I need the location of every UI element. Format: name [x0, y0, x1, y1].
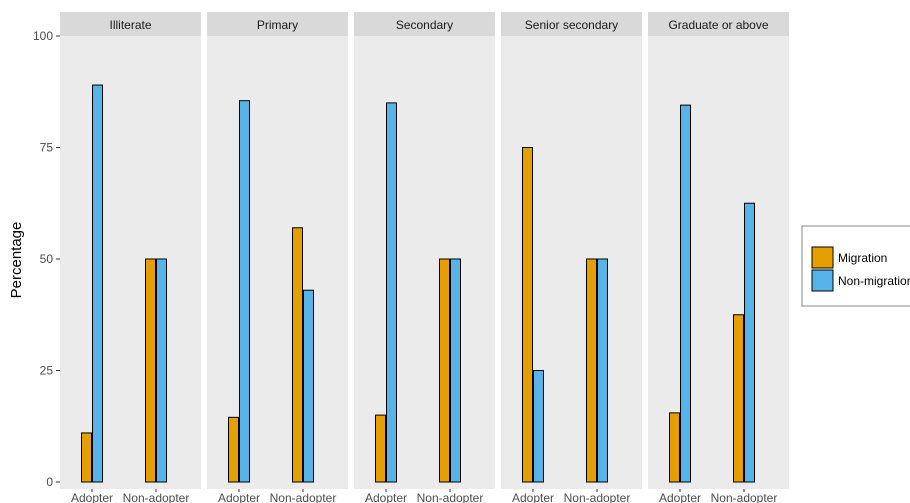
x-tick-label: Non-adopter	[270, 491, 337, 503]
facet-panel: Illiterate Adopter Non-adopter	[60, 12, 201, 503]
legend-label: Non-migration	[838, 274, 910, 288]
facet-strip	[501, 12, 642, 36]
facet-panel: Secondary Adopter Non-adopter	[354, 12, 495, 503]
panel-background	[207, 36, 348, 489]
facet-strip-label: Graduate or above	[668, 18, 768, 32]
y-tick-label: 75	[40, 141, 54, 155]
bar	[450, 258, 461, 483]
bar	[375, 414, 386, 483]
bar	[586, 258, 597, 483]
x-tick-label: Adopter	[71, 491, 113, 503]
facet-strip	[648, 12, 789, 36]
bar	[439, 258, 450, 483]
legend-key	[811, 246, 834, 269]
bar	[522, 147, 533, 483]
facet-strip-label: Primary	[257, 18, 298, 32]
panel-background	[60, 36, 201, 489]
bar	[597, 258, 608, 483]
bar	[81, 432, 92, 483]
x-tick-label: Non-adopter	[711, 491, 778, 503]
facet-strip	[207, 12, 348, 36]
bar	[680, 104, 691, 483]
x-tick-label: Non-adopter	[417, 491, 484, 503]
y-axis: 0 25 50 75 100	[33, 29, 60, 489]
bar	[386, 102, 397, 483]
x-tick-label: Adopter	[365, 491, 407, 503]
bar	[292, 227, 303, 483]
legend-key	[811, 269, 834, 292]
facet-panels: Illiterate Adopter Non-adopter Primary Adopt…	[60, 12, 789, 503]
x-tick-label: Adopter	[512, 491, 554, 503]
bar	[669, 412, 680, 483]
x-tick-label: Adopter	[659, 491, 701, 503]
bar	[228, 416, 239, 483]
x-tick-label: Non-adopter	[123, 491, 190, 503]
facet-panel: Primary Adopter Non-adopter	[207, 12, 348, 503]
x-tick-label: Adopter	[218, 491, 260, 503]
facet-panel: Graduate or above Adopter Non-adopter	[648, 12, 789, 503]
bar	[733, 314, 744, 483]
facet-panel: Senior secondary Adopter Non-adopter	[501, 12, 642, 503]
bar	[239, 100, 250, 483]
y-tick-label: 50	[40, 252, 54, 266]
bar	[533, 370, 544, 483]
y-tick-label: 0	[46, 475, 53, 489]
facet-strip-label: Secondary	[396, 18, 453, 32]
bar	[92, 84, 103, 483]
facet-strip	[354, 12, 495, 36]
legend-label: Migration	[838, 251, 887, 265]
bar	[744, 202, 755, 483]
facet-strip-label: Senior secondary	[525, 18, 618, 32]
bar	[303, 289, 314, 483]
x-tick-label: Non-adopter	[564, 491, 631, 503]
legend-box	[801, 225, 910, 307]
panel-background	[354, 36, 495, 489]
facet-strip-label: Illiterate	[109, 18, 151, 32]
legend: Migration Non-migration	[801, 225, 910, 307]
y-tick-label: 100	[33, 29, 53, 43]
facet-strip	[60, 12, 201, 36]
bar	[156, 258, 167, 483]
bar	[145, 258, 156, 483]
y-tick-label: 25	[40, 364, 54, 378]
y-axis-title: Percentage	[8, 222, 25, 299]
